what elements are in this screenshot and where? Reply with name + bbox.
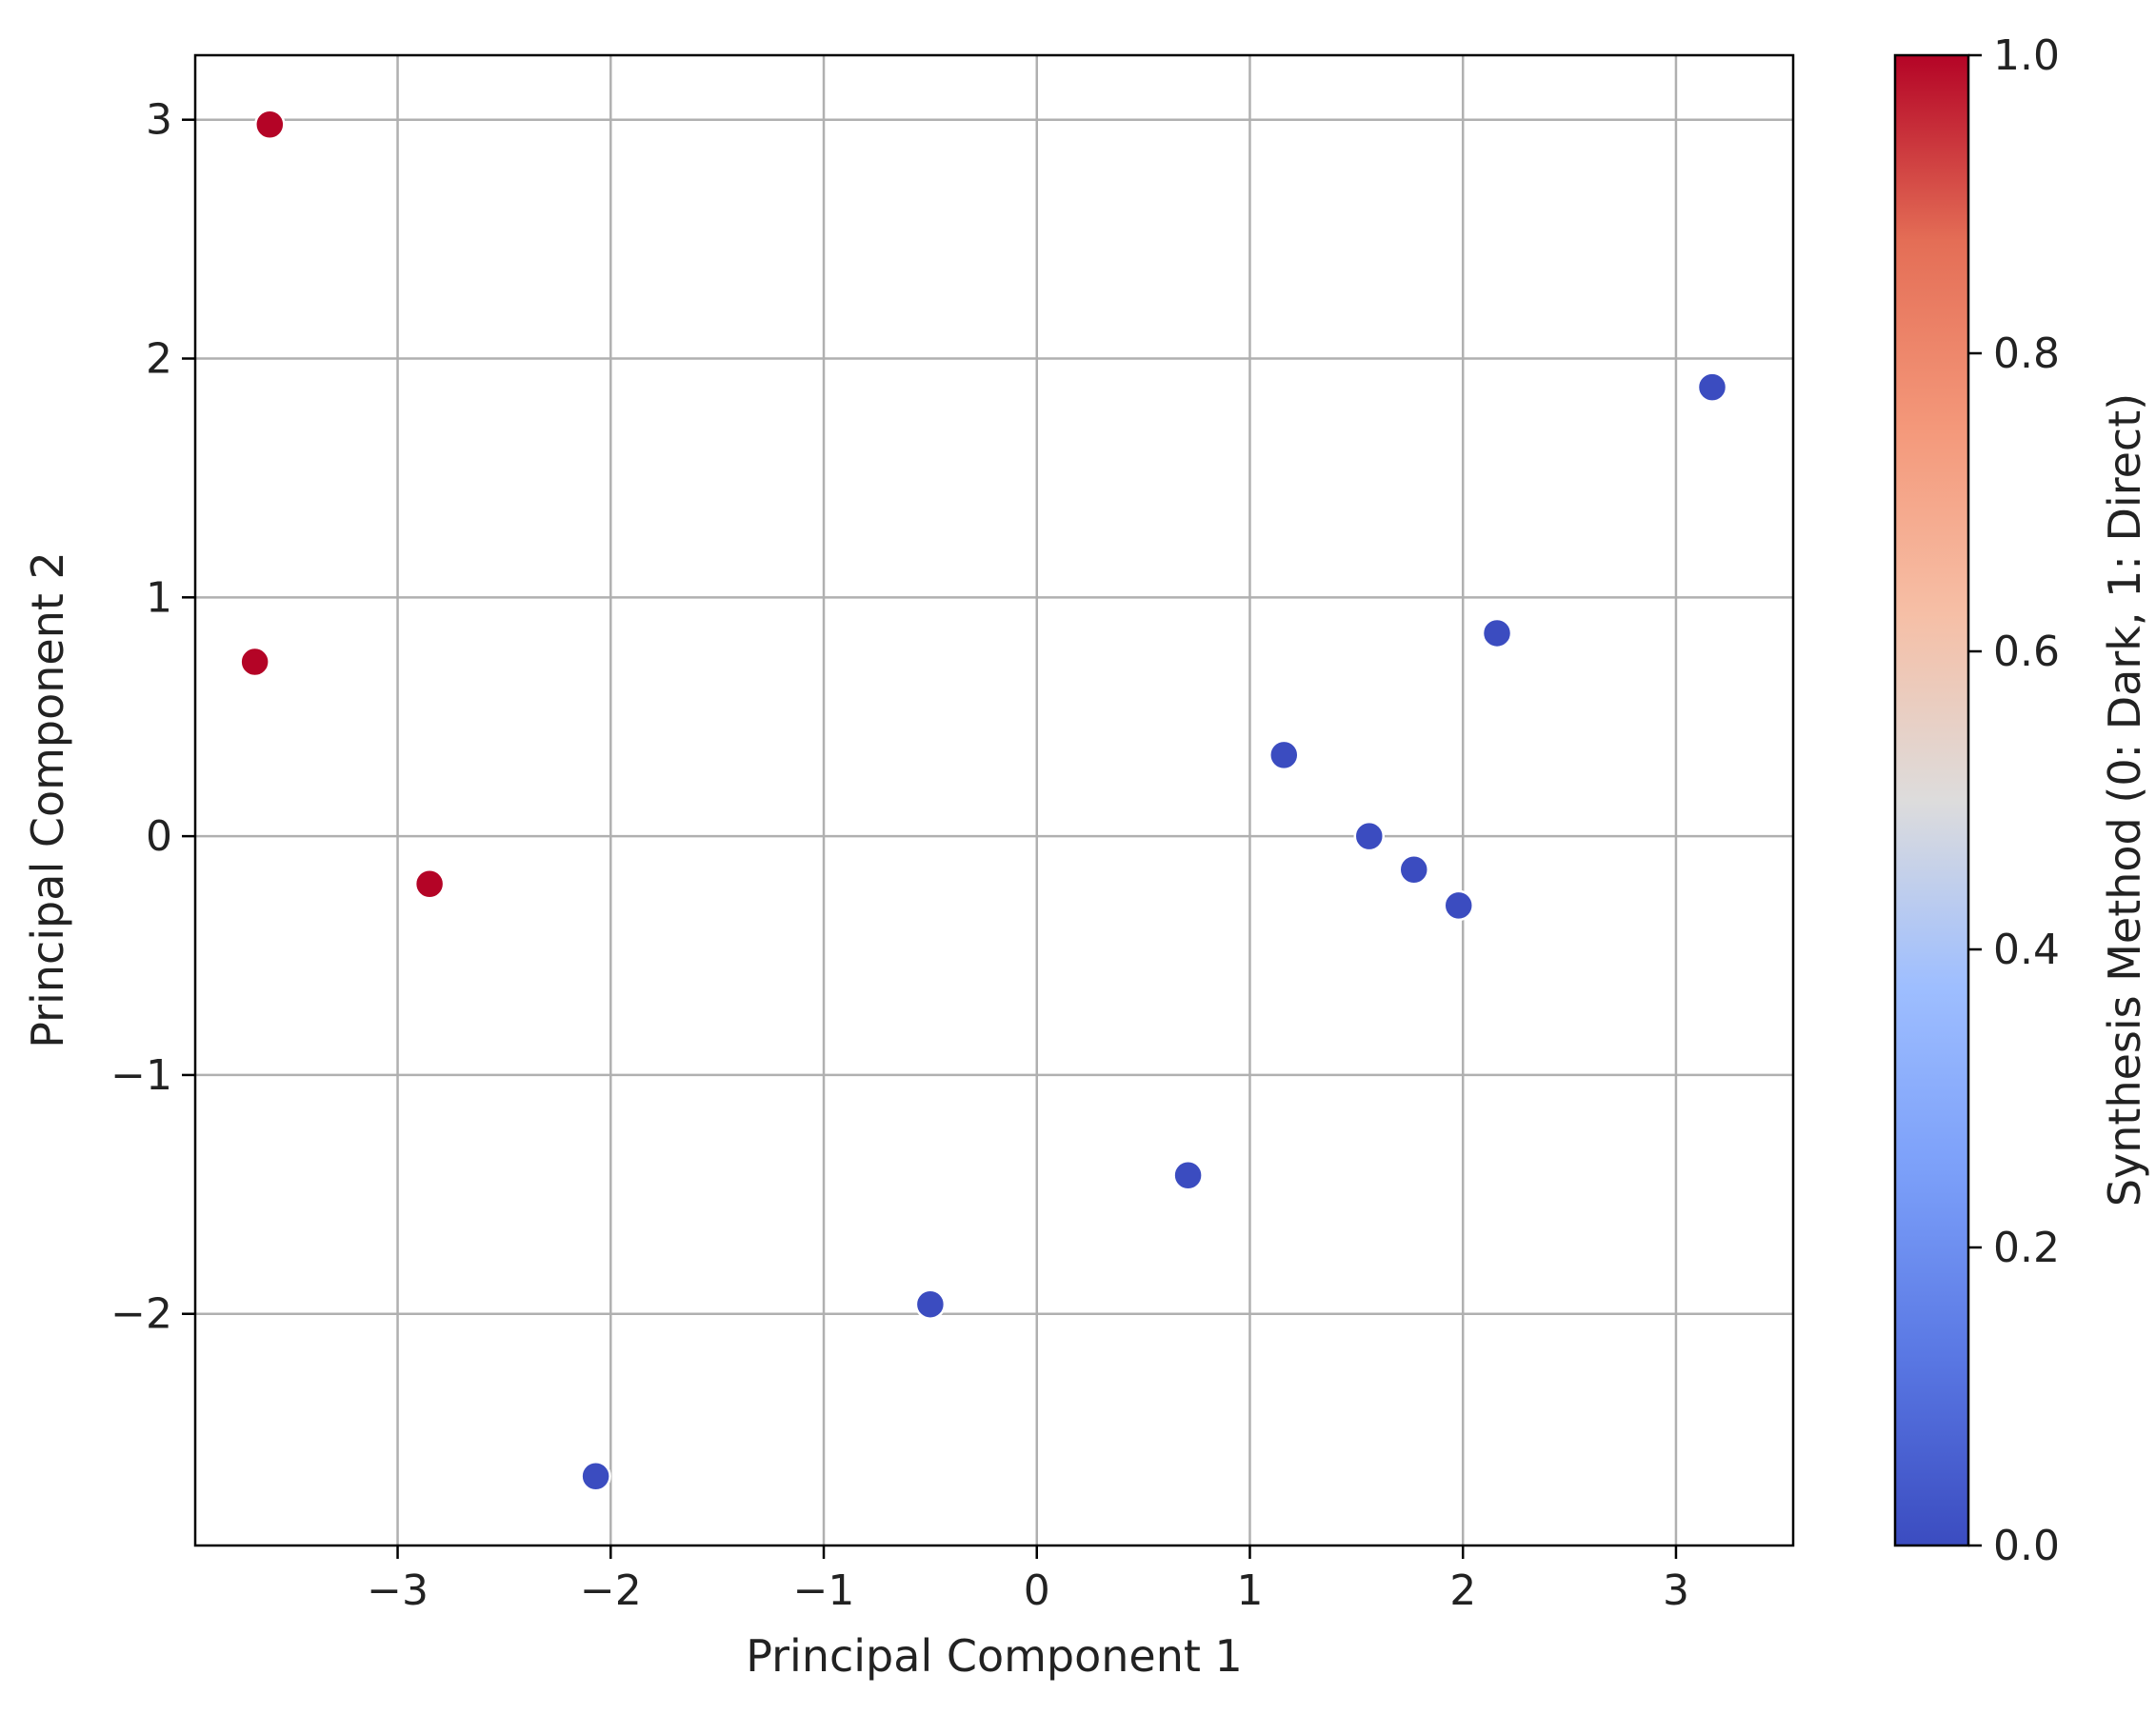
scatter-point xyxy=(254,109,286,140)
x-tick-label: 3 xyxy=(1663,1566,1689,1615)
colorbar: 0.0 0.2 0.4 0.6 0.8 1.0 Synthesis Method (0: … xyxy=(1893,31,2150,1570)
colorbar-tick-label: 0.6 xyxy=(1993,628,2060,676)
x-tick-label: −2 xyxy=(580,1566,642,1615)
scatter-point xyxy=(914,1288,947,1320)
scatter-point xyxy=(1268,739,1300,771)
scatter-point xyxy=(1353,820,1386,852)
y-tick-label: 0 xyxy=(146,812,172,861)
scatter-points xyxy=(239,109,1728,1492)
scatter-point xyxy=(1481,617,1513,649)
y-tick-label: 1 xyxy=(146,573,172,622)
y-axis-label: Principal Component 2 xyxy=(22,551,73,1048)
scatter-point xyxy=(580,1461,611,1492)
colorbar-tick-label: 1.0 xyxy=(1993,31,2060,80)
scatter-point xyxy=(1172,1160,1204,1191)
colorbar-tick-label: 0.0 xyxy=(1993,1522,2060,1570)
y-tick-label: −1 xyxy=(110,1051,172,1100)
scatter-point xyxy=(413,868,446,900)
y-tick-label: 2 xyxy=(146,335,172,384)
x-tick-label: −3 xyxy=(367,1566,429,1615)
plot-frame xyxy=(193,53,1795,1547)
colorbar-tick-label: 0.8 xyxy=(1993,329,2060,378)
colorbar-tick-label: 0.4 xyxy=(1993,926,2060,974)
scatter-point xyxy=(1696,371,1728,403)
grid-lines xyxy=(195,55,1793,1545)
x-tick-label: 1 xyxy=(1236,1566,1263,1615)
y-axis-ticks: −2 −1 0 1 2 3 xyxy=(110,96,195,1339)
y-tick-label: 3 xyxy=(146,96,172,145)
scatter-point xyxy=(1443,889,1474,922)
x-axis-ticks: −3 −2 −1 0 1 2 3 xyxy=(367,1545,1689,1615)
x-tick-label: 2 xyxy=(1449,1566,1476,1615)
colorbar-ticks: 0.0 0.2 0.4 0.6 0.8 1.0 xyxy=(1968,31,2060,1570)
y-tick-label: −2 xyxy=(110,1290,172,1339)
colorbar-label: Synthesis Method (0: Dark, 1: Direct) xyxy=(2099,393,2150,1206)
scatter-point xyxy=(1398,853,1430,886)
x-tick-label: −1 xyxy=(793,1566,855,1615)
x-tick-label: 0 xyxy=(1024,1566,1050,1615)
colorbar-tick-label: 0.2 xyxy=(1993,1224,2060,1272)
x-axis-label: Principal Component 1 xyxy=(746,1630,1243,1682)
scatter-point xyxy=(239,646,270,678)
colorbar-gradient xyxy=(1893,53,1970,1547)
